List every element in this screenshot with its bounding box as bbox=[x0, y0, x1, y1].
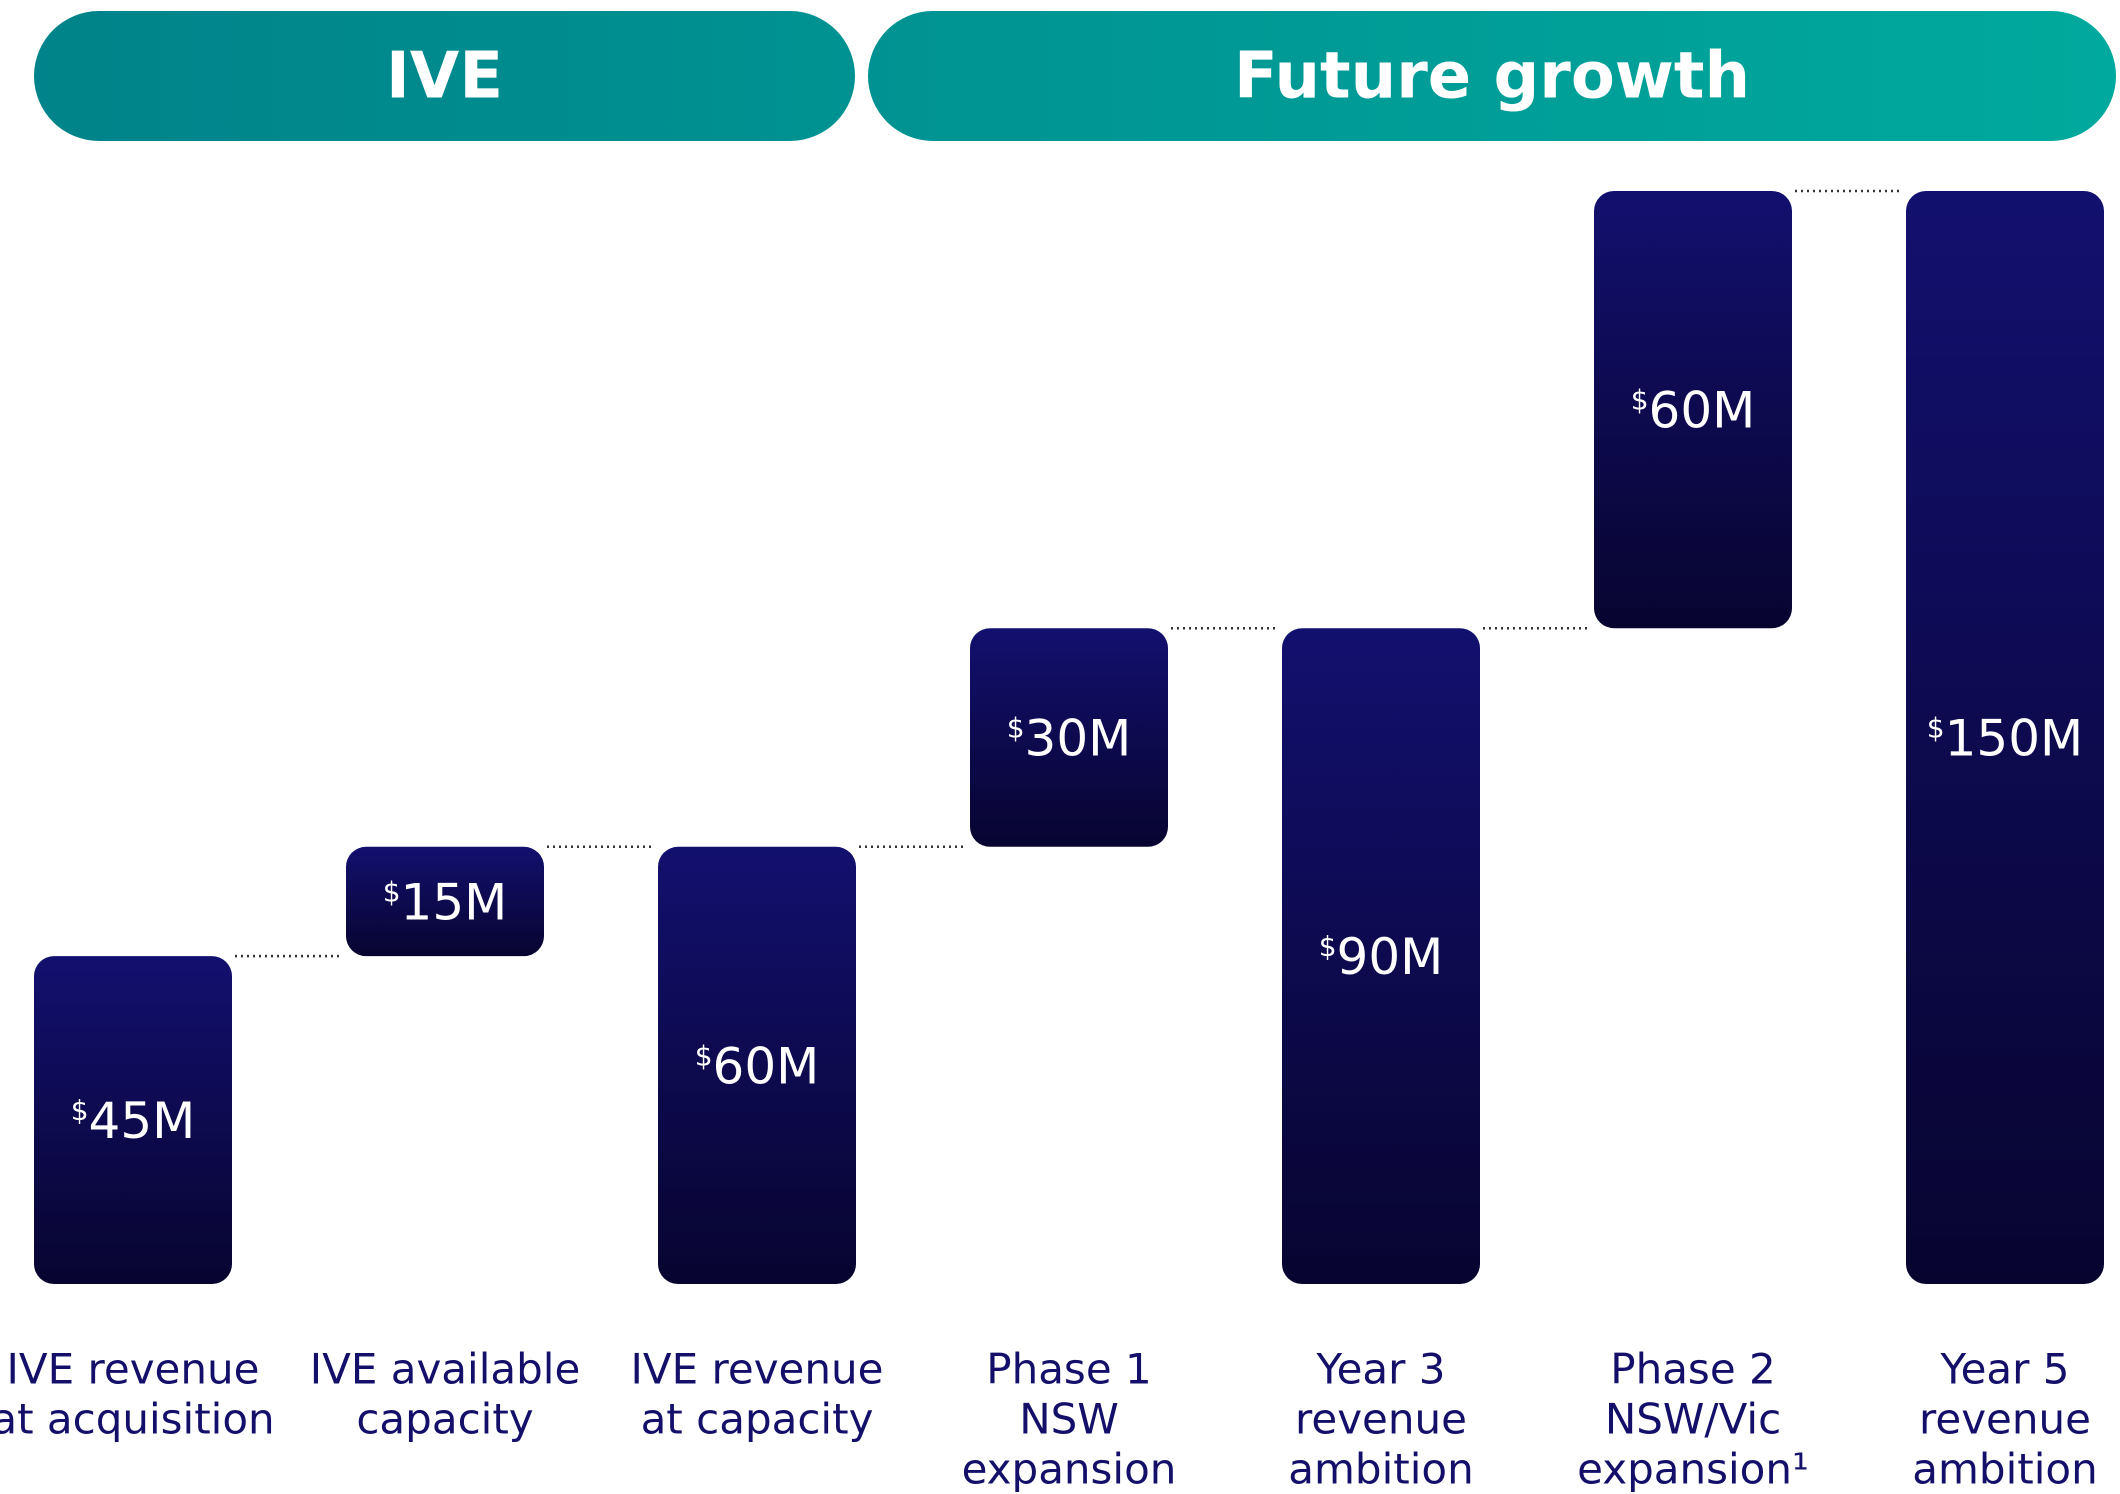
value-label: $15M bbox=[383, 873, 508, 931]
value-label: $30M bbox=[1007, 709, 1132, 767]
group-header bbox=[34, 11, 855, 141]
category-label: NSW bbox=[1019, 1395, 1119, 1444]
group-header bbox=[868, 11, 2116, 141]
category-label: IVE available bbox=[310, 1345, 581, 1394]
bar bbox=[1906, 191, 2104, 1284]
value-label: $60M bbox=[695, 1037, 820, 1095]
category-label: expansion¹ bbox=[1577, 1445, 1809, 1494]
value-label: $90M bbox=[1319, 928, 1444, 986]
category-label: NSW/Vic bbox=[1605, 1395, 1781, 1444]
category-label: Year 3 bbox=[1316, 1345, 1446, 1394]
category-label: revenue bbox=[1295, 1395, 1467, 1444]
bar bbox=[658, 846, 856, 1284]
value-label: $60M bbox=[1631, 381, 1756, 439]
category-label: IVE revenue bbox=[631, 1345, 884, 1394]
group-label: IVE bbox=[386, 40, 503, 114]
value-label: $150M bbox=[1927, 709, 2083, 767]
category-label: expansion bbox=[962, 1445, 1177, 1494]
bar bbox=[34, 956, 232, 1284]
group-label: Future growth bbox=[1234, 40, 1750, 114]
bar bbox=[970, 628, 1168, 847]
category-label: IVE revenue bbox=[7, 1345, 260, 1394]
value-label: $45M bbox=[71, 1092, 196, 1150]
bar bbox=[1594, 191, 1792, 629]
category-label: Phase 1 bbox=[986, 1345, 1151, 1394]
category-label: ambition bbox=[1288, 1445, 1473, 1494]
bar bbox=[1282, 628, 1480, 1284]
bar bbox=[346, 846, 544, 957]
category-label: revenue bbox=[1919, 1395, 2091, 1444]
category-label: Year 5 bbox=[1940, 1345, 2070, 1394]
category-label: ambition bbox=[1912, 1445, 2097, 1494]
category-label: Phase 2 bbox=[1610, 1345, 1775, 1394]
category-label: at capacity bbox=[641, 1395, 874, 1444]
category-label: capacity bbox=[356, 1395, 533, 1444]
category-label: at acquisition bbox=[0, 1395, 275, 1444]
